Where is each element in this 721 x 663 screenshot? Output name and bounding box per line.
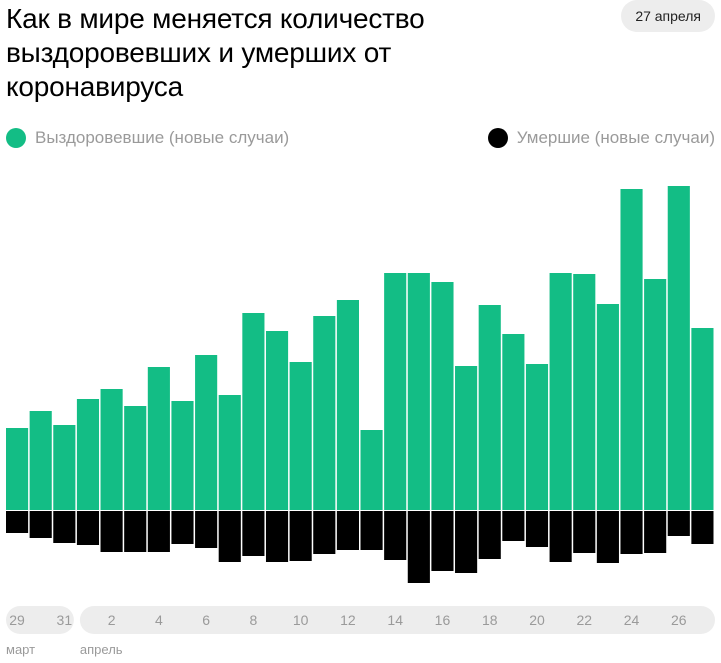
bar-deaths-22 (573, 511, 596, 553)
bar-deaths-7 (218, 511, 241, 562)
x-tick-label: 12 (340, 612, 356, 628)
x-tick-label: 8 (250, 612, 258, 628)
bar-deaths-25 (644, 511, 667, 553)
bar-recovered-23 (596, 304, 619, 510)
bar-recovered-12 (336, 300, 359, 510)
x-tick-label: 26 (671, 612, 687, 628)
month-label-april: апрель (80, 642, 123, 657)
bar-deaths-4 (147, 511, 170, 552)
legend-item-recovered: Выздоровевшие (новые случаи) (6, 128, 289, 148)
x-tick-label: 6 (202, 612, 210, 628)
bar-deaths-5 (171, 511, 194, 544)
x-tick-label: 4 (155, 612, 163, 628)
bar-recovered-9 (265, 331, 289, 510)
bar-deaths-26 (667, 511, 690, 536)
bar-deaths-27 (691, 511, 714, 544)
bar-deaths-14 (384, 511, 407, 560)
bar-deaths-20 (525, 511, 549, 547)
legend-label-deaths: Умершие (новые случаи) (516, 128, 715, 147)
bar-recovered-4 (147, 367, 170, 510)
bar-deaths-12 (336, 511, 359, 550)
x-tick-label: 10 (293, 612, 309, 628)
bar-recovered-26 (667, 186, 690, 510)
bar-recovered-16 (431, 282, 454, 510)
bar-deaths-9 (265, 511, 289, 562)
chart-title: Как в мире меняется количество выздорове… (6, 3, 425, 102)
bar-deaths-21 (549, 511, 572, 562)
bar-deaths-23 (596, 511, 619, 563)
bar-deaths-18 (478, 511, 501, 559)
axis-pill-april (79, 606, 715, 634)
bar-deaths-3 (124, 511, 147, 552)
bar-deaths-19 (502, 511, 525, 541)
x-tick-label: 18 (482, 612, 498, 628)
x-tick-label: 20 (529, 612, 545, 628)
bar-deaths-17 (455, 511, 478, 573)
bar-recovered-19 (502, 334, 525, 510)
bar-recovered-2 (100, 389, 123, 510)
bar-recovered-8 (242, 313, 265, 510)
bar-recovered-17 (455, 366, 478, 510)
bar-deaths-1 (76, 511, 100, 545)
month-label-march: март (6, 642, 35, 657)
x-tick-label: 31 (57, 612, 73, 628)
bar-recovered-29 (6, 428, 29, 510)
bar-deaths-13 (360, 511, 383, 550)
bar-recovered-31 (53, 425, 76, 510)
bar-recovered-7 (218, 395, 241, 510)
bar-deaths-8 (242, 511, 265, 556)
bar-recovered-14 (384, 273, 407, 510)
bar-recovered-3 (124, 406, 147, 510)
bar-deaths-29 (6, 511, 29, 533)
recovered-swatch-icon (6, 128, 26, 148)
legend: Выздоровевшие (новые случаи) Умершие (но… (6, 128, 715, 154)
x-tick-label: 16 (435, 612, 451, 628)
bar-recovered-25 (644, 279, 667, 510)
bar-deaths-16 (431, 511, 454, 571)
bar-recovered-30 (29, 411, 52, 510)
bar-recovered-24 (620, 189, 643, 510)
bar-deaths-24 (620, 511, 643, 554)
legend-label-recovered: Выздоровевшие (новые случаи) (35, 128, 290, 147)
bar-deaths-2 (100, 511, 123, 552)
bar-recovered-18 (478, 305, 501, 510)
bar-recovered-15 (407, 273, 430, 510)
x-tick-label: 24 (624, 612, 640, 628)
legend-item-deaths: Умершие (новые случаи) (487, 128, 715, 148)
bar-recovered-1 (76, 399, 100, 510)
bar-recovered-6 (195, 355, 218, 510)
bar-recovered-10 (289, 362, 312, 510)
x-tick-label: 2 (108, 612, 116, 628)
bar-recovered-21 (549, 273, 572, 510)
bar-recovered-13 (360, 430, 383, 510)
bars-layer (6, 186, 714, 583)
bar-deaths-31 (53, 511, 76, 543)
date-badge: 27 апреля (621, 0, 715, 32)
bar-recovered-27 (691, 328, 714, 510)
bar-recovered-5 (171, 401, 194, 510)
bar-deaths-6 (195, 511, 218, 548)
bar-recovered-20 (525, 364, 549, 510)
bar-deaths-15 (407, 511, 430, 583)
x-tick-label: 14 (387, 612, 403, 628)
bar-deaths-30 (29, 511, 52, 538)
axis-pill-march (6, 606, 74, 634)
x-tick-label: 22 (576, 612, 592, 628)
bar-recovered-11 (313, 316, 336, 510)
x-tick-label: 29 (9, 612, 25, 628)
bar-deaths-11 (313, 511, 336, 554)
bar-recovered-22 (573, 274, 596, 510)
deaths-swatch-icon (487, 128, 508, 148)
bar-deaths-10 (289, 511, 312, 561)
